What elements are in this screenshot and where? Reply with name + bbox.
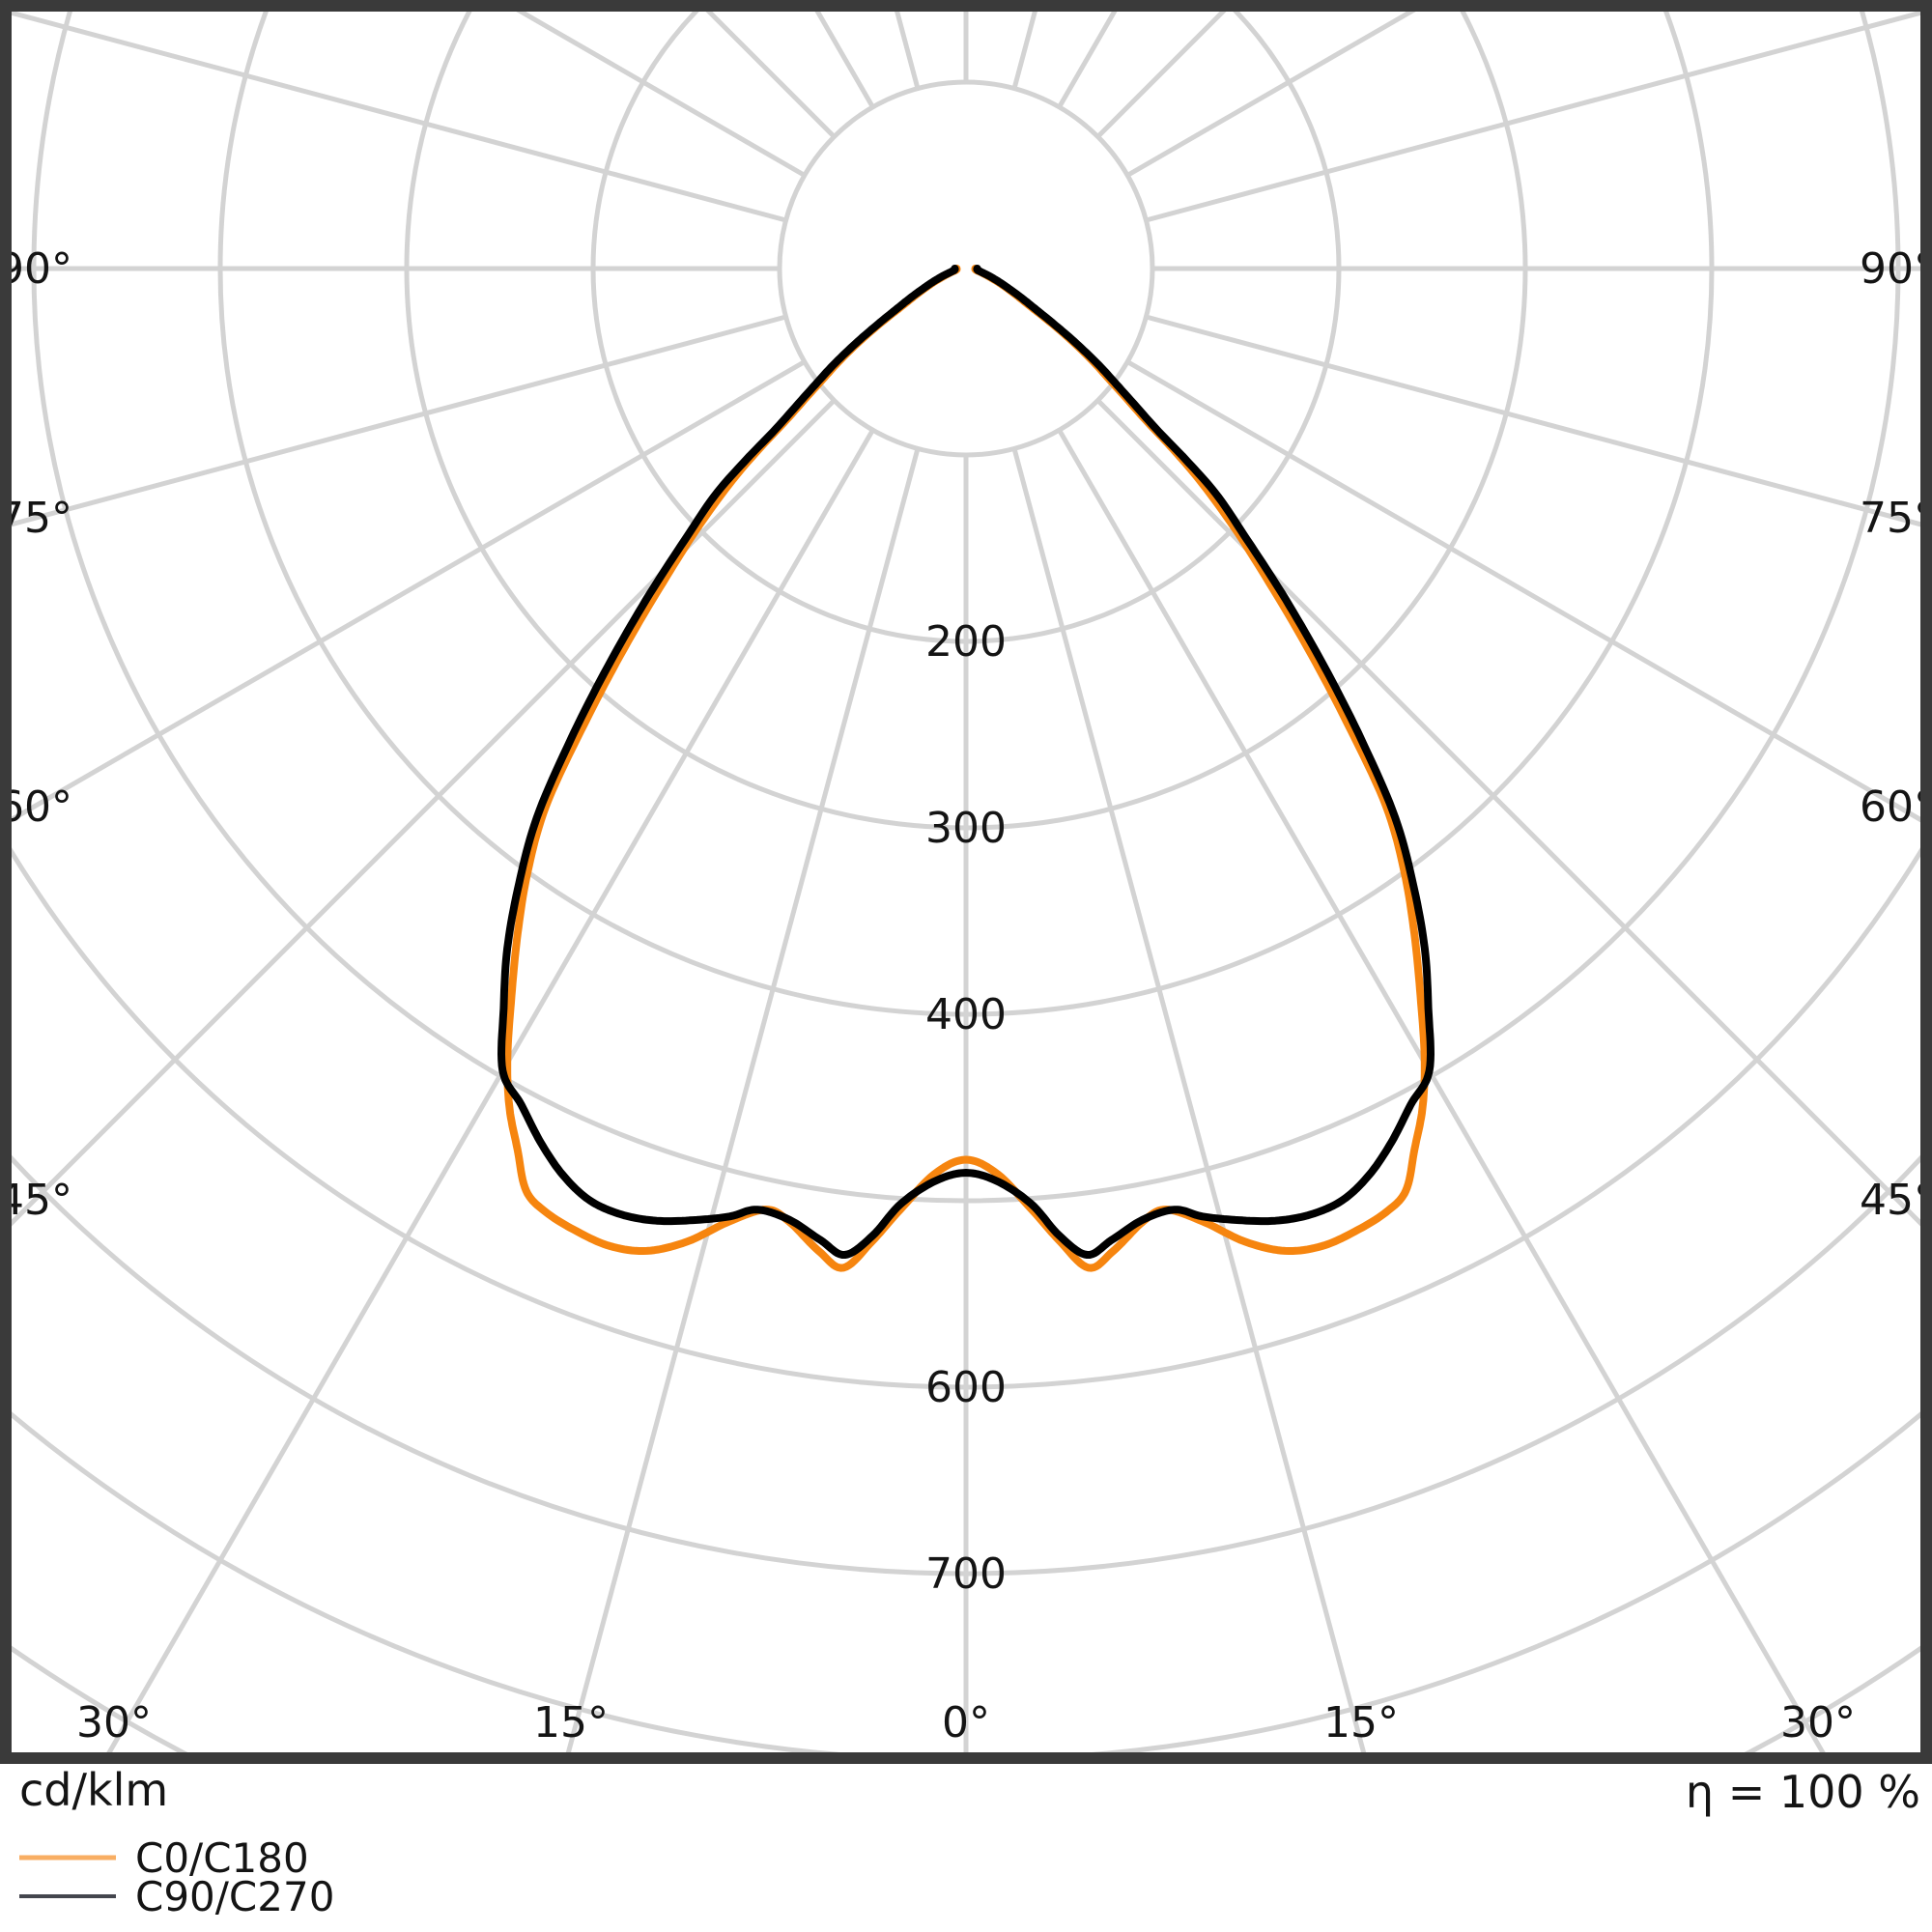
- angle-tick-labels: 90° 90° 75° 75° 60° 60° 45° 45° 30° 15° 0° 15° 30°: [0, 244, 1932, 1747]
- radial-tick-label-400: 400: [925, 990, 1007, 1039]
- polar-spoke-120: [1125, 359, 1920, 823]
- polar-spoke-150: [1057, 428, 1826, 1752]
- polar-spoke-255: [12, 314, 787, 527]
- angle-tick-label-left-90: 90°: [0, 244, 72, 294]
- polar-spoke-195: [565, 447, 921, 1752]
- radial-tick-label-600: 600: [925, 1363, 1007, 1412]
- polar-spoke-165: [1011, 447, 1367, 1752]
- polar-spoke-285: [12, 12, 787, 223]
- angle-tick-label-bottom-1: 15°: [533, 1698, 609, 1747]
- polar-spoke-75: [1145, 12, 1920, 223]
- plot-frame: [0, 0, 1932, 1764]
- angle-tick-label-right-75: 75°: [1860, 494, 1932, 543]
- legend-label-c90-c270: C90/C270: [135, 1873, 334, 1920]
- angle-tick-label-bottom-3: 15°: [1323, 1698, 1399, 1747]
- radial-tick-label-200: 200: [925, 617, 1007, 667]
- unit-label: cd/klm: [19, 1764, 168, 1816]
- polar-spoke-105: [1145, 314, 1920, 527]
- series-curve-c90-c270: [497, 265, 1435, 1259]
- angle-tick-label-right-90: 90°: [1860, 244, 1932, 294]
- polar-spoke-135: [1095, 398, 1920, 1227]
- polar-spoke-240: [12, 359, 807, 823]
- angle-tick-label-bottom-0: 30°: [76, 1698, 152, 1747]
- angle-tick-label-bottom-4: 30°: [1780, 1698, 1856, 1747]
- angle-tick-label-right-45: 45°: [1860, 1176, 1932, 1225]
- angle-tick-label-left-75: 75°: [0, 494, 72, 543]
- series-curves: [497, 265, 1435, 1272]
- polar-spoke-225: [12, 398, 837, 1227]
- polar-spoke-210: [106, 428, 875, 1752]
- angle-tick-label-left-45: 45°: [0, 1176, 72, 1225]
- radial-tick-labels: 200 300 400 600 700: [925, 617, 1007, 1599]
- efficiency-label: η = 100 %: [1686, 1766, 1920, 1818]
- angle-tick-label-right-60: 60°: [1860, 782, 1932, 832]
- legend-label-c0-c180: C0/C180: [135, 1834, 309, 1882]
- radial-tick-label-700: 700: [925, 1549, 1007, 1599]
- angle-tick-label-bottom-2: 0°: [942, 1698, 990, 1747]
- angle-tick-label-left-60: 60°: [0, 782, 72, 832]
- legend: [19, 1855, 116, 1898]
- radial-tick-label-300: 300: [925, 804, 1007, 853]
